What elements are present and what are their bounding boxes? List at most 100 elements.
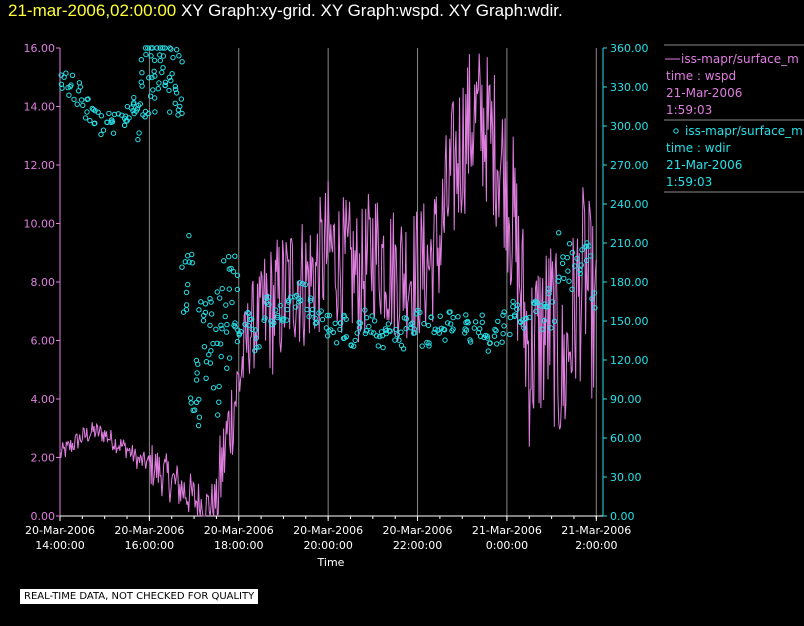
x-tick-label-time: 20:00:00: [303, 539, 352, 552]
wdir-point: [262, 315, 268, 321]
wdir-point: [362, 307, 368, 313]
wdir-point: [533, 308, 539, 314]
wdir-point: [510, 304, 516, 310]
wdir-point: [500, 312, 506, 318]
wdir-point: [131, 94, 137, 101]
wdir-point: [149, 45, 156, 51]
wdir-point: [368, 329, 374, 335]
right-tick-label: 30.00: [610, 471, 642, 484]
legend-series-2-time: 1:59:03: [666, 175, 712, 189]
wdir-point: [561, 275, 567, 282]
wdir-point: [226, 355, 233, 361]
wdir-series: [58, 45, 598, 429]
wdir-point: [84, 109, 90, 115]
header-title: 21-mar-2006,02:00:00 XY Graph:xy-grid. X…: [8, 0, 563, 22]
wdir-point: [253, 335, 259, 341]
wdir-point: [579, 247, 585, 253]
wdir-point: [254, 344, 260, 351]
wdir-point: [217, 341, 224, 347]
wdir-point: [273, 307, 279, 313]
wdir-point: [556, 274, 562, 280]
wdir-point: [175, 107, 182, 113]
wspd-series: [59, 53, 597, 517]
wdir-point: [507, 314, 514, 321]
wdir-point: [214, 340, 220, 346]
wdir-point: [591, 290, 598, 296]
wdir-point: [152, 73, 158, 79]
wdir-point: [307, 298, 314, 304]
wdir-point: [151, 68, 157, 75]
wdir-point: [284, 306, 290, 313]
wdir-point: [307, 295, 314, 301]
wdir-point: [446, 309, 452, 315]
wdir-point: [343, 316, 349, 322]
wdir-point: [216, 383, 222, 390]
wdir-point: [180, 309, 187, 315]
wdir-point: [179, 264, 185, 270]
wdir-point: [136, 130, 142, 136]
wdir-point: [108, 119, 114, 126]
wdir-point: [229, 299, 235, 306]
header-graph-titles: XY Graph:xy-grid. XY Graph:wspd. XY Grap…: [180, 1, 563, 20]
wdir-point: [337, 320, 344, 326]
wdir-point: [371, 318, 378, 324]
wdir-point: [565, 268, 571, 274]
wdir-point: [183, 289, 190, 296]
right-tick-label: 270.00: [610, 159, 649, 172]
wdir-point: [219, 285, 225, 292]
wdir-point: [131, 99, 137, 106]
wdir-point: [98, 113, 105, 119]
wdir-point: [146, 75, 152, 81]
wdir-point: [398, 329, 404, 335]
x-tick-label-date: 21-Mar-2006: [472, 524, 542, 537]
wdir-point: [201, 312, 207, 319]
wdir-point: [393, 326, 399, 333]
wdir-point: [216, 399, 222, 405]
right-tick-label: 90.00: [610, 393, 642, 406]
wdir-point: [566, 241, 573, 247]
wdir-point: [491, 333, 498, 339]
wdir-point: [160, 45, 166, 51]
wdir-point: [409, 320, 415, 326]
wdir-point: [539, 326, 545, 332]
wdir-point: [532, 300, 538, 307]
wdir-point: [195, 422, 202, 429]
wdir-point: [333, 340, 340, 346]
wdir-point: [487, 340, 493, 346]
wdir-point: [363, 328, 369, 334]
wdir-point: [323, 325, 330, 331]
wdir-point: [226, 286, 233, 292]
wdir-point: [162, 79, 169, 86]
wdir-point: [362, 330, 369, 337]
wdir-point: [569, 250, 575, 256]
wdir-point: [224, 365, 230, 371]
wdir-point: [67, 84, 73, 90]
wdir-point: [410, 330, 417, 336]
wdir-point: [518, 319, 524, 325]
wdir-point: [285, 299, 292, 305]
wdir-point: [494, 341, 500, 347]
wdir-point: [200, 318, 207, 324]
left-tick-label: 4.00: [31, 393, 56, 406]
wdir-point: [247, 316, 254, 323]
wdir-point: [110, 130, 117, 136]
wdir-point: [577, 267, 583, 273]
wdir-point: [485, 348, 491, 354]
x-tick-label-date: 20-Mar-2006: [25, 524, 95, 537]
wdir-point: [413, 311, 420, 317]
wdir-point: [560, 254, 566, 260]
wdir-point: [426, 340, 432, 346]
wdir-point: [182, 259, 189, 265]
right-tick-label: 330.00: [610, 81, 649, 94]
wdir-point: [82, 115, 89, 121]
x-tick-label-time: 0:00:00: [486, 539, 528, 552]
wdir-point: [437, 313, 443, 319]
wdir-point: [196, 414, 203, 420]
wdir-point: [198, 299, 204, 305]
wspd-line: [59, 53, 597, 517]
wdir-point: [207, 296, 213, 302]
wdir-point: [265, 294, 272, 300]
wdir-point: [214, 289, 221, 295]
wdir-point: [394, 332, 401, 338]
wdir-point: [521, 325, 527, 331]
